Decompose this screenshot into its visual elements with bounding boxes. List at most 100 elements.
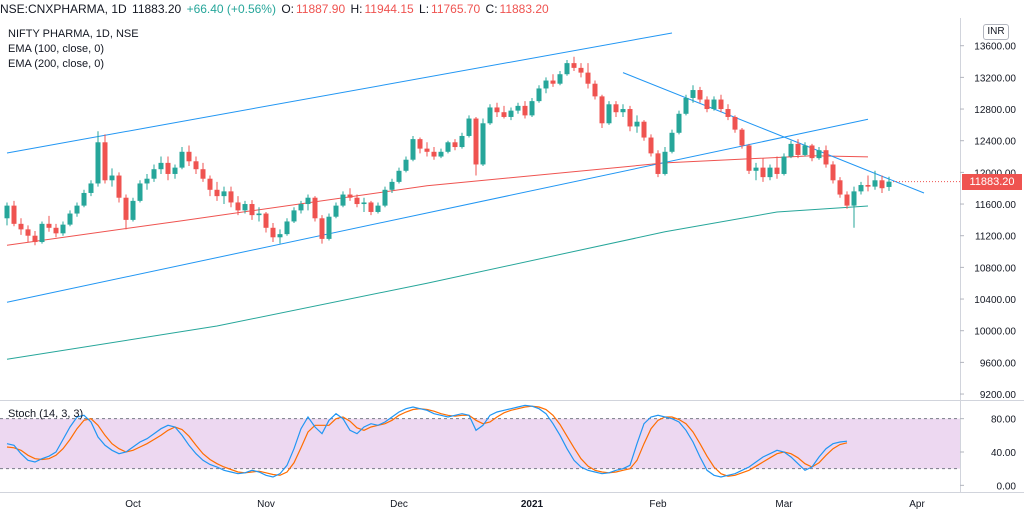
candle-body (396, 170, 402, 182)
candle-body (529, 101, 535, 116)
candle-body (81, 192, 87, 206)
candle-body (172, 167, 178, 174)
candle-body (473, 118, 479, 165)
currency-button[interactable]: INR (983, 24, 1009, 40)
candle-body (627, 109, 633, 127)
price-tick-label: 13200.00 (974, 73, 1016, 84)
candle-body (270, 227, 276, 238)
candle-body (571, 63, 577, 68)
candle-body (459, 135, 465, 148)
candle-body (214, 189, 220, 197)
candle-body (753, 167, 759, 171)
candle-body (718, 99, 724, 110)
candle-body (620, 109, 626, 113)
candle-body (515, 105, 521, 111)
candle-body (186, 151, 192, 162)
candle-body (788, 143, 794, 157)
candle-body (354, 197, 360, 205)
candle-body (508, 110, 514, 117)
candle-body (795, 143, 801, 155)
candle-body (641, 121, 647, 138)
high-label: H: (350, 2, 363, 16)
time-tick-label: Feb (649, 499, 667, 510)
candle-body (823, 150, 829, 165)
candle-body (249, 204, 255, 216)
open-label: O: (281, 2, 294, 16)
high-value: 11944.15 (364, 2, 414, 16)
candle-body (837, 180, 843, 195)
candle-body (774, 167, 780, 174)
candle-body (382, 189, 388, 206)
ema200-legend[interactable]: EMA (200, close, 0) (8, 58, 104, 70)
candle-body (291, 210, 297, 222)
candle-body (95, 142, 101, 184)
candle-body (431, 151, 437, 157)
candle-body (11, 205, 17, 224)
trendline (6, 118, 869, 303)
candle-body (137, 183, 143, 201)
candle-body (585, 72, 591, 84)
candle-body (648, 137, 654, 154)
candle-body (711, 99, 717, 110)
candle-body (25, 229, 31, 236)
price-tick-label: 10400.00 (974, 295, 1016, 306)
candle-body (606, 104, 612, 124)
candle-body (18, 223, 24, 230)
candle-body (284, 221, 290, 235)
candle-body (858, 185, 864, 192)
open-value: 11887.90 (295, 2, 346, 16)
candle-body (746, 145, 752, 171)
close-value: 11883.20 (499, 2, 549, 16)
candle-body (578, 67, 584, 73)
candle-body (452, 142, 458, 148)
candle-body (494, 107, 500, 113)
candle-body (872, 180, 878, 187)
candle-body (368, 202, 374, 212)
candle-body (158, 162, 164, 170)
candle-body (312, 197, 318, 219)
candle-body (480, 123, 486, 165)
candle-body (564, 63, 570, 75)
candle-body (347, 194, 353, 198)
candle-body (109, 175, 115, 181)
last-price: 11883.20 (132, 2, 182, 16)
candle-body (844, 194, 850, 206)
ema100-legend[interactable]: EMA (100, close, 0) (8, 43, 104, 55)
candle-body (802, 145, 808, 155)
trendline (6, 32, 673, 154)
ema200-line (6, 205, 869, 360)
price-tick-label: 10800.00 (974, 263, 1016, 274)
symbol-header: NSE:CNXPHARMA, 1D 11883.20 +66.40 (+0.56… (0, 0, 1024, 18)
candle-body (242, 204, 248, 211)
stoch-k-line (6, 404, 848, 478)
candle-body (116, 175, 122, 198)
stoch-tick-label: 0.00 (997, 481, 1017, 492)
candle-body (53, 227, 59, 234)
candle-body (130, 200, 136, 220)
price-tick-label: 11200.00 (975, 232, 1016, 243)
candle-body (403, 159, 409, 171)
candle-body (60, 224, 66, 234)
symbol-label[interactable]: NSE:CNXPHARMA, 1D (0, 2, 127, 16)
price-axis-bg (960, 0, 1024, 515)
chart-title[interactable]: NIFTY PHARMA, 1D, NSE (8, 28, 139, 40)
candle-body (704, 99, 710, 110)
candle-body (102, 142, 108, 181)
candle-body (613, 104, 619, 113)
candle-body (781, 156, 787, 174)
candle-body (662, 151, 668, 174)
price-tick-label: 9600.00 (980, 358, 1017, 369)
time-tick-label: Nov (257, 499, 275, 510)
price-change: +66.40 (+0.56%) (186, 2, 276, 16)
trendline (622, 72, 925, 194)
candle-body (39, 223, 45, 243)
candle-body (389, 181, 395, 190)
candle-body (256, 213, 262, 216)
time-tick-label: Dec (390, 499, 408, 510)
candle-body (228, 191, 234, 203)
candle-body (725, 109, 731, 117)
stoch-legend[interactable]: Stoch (14, 3, 3) (8, 408, 84, 420)
candle-body (557, 74, 563, 84)
candle-body (830, 164, 836, 181)
